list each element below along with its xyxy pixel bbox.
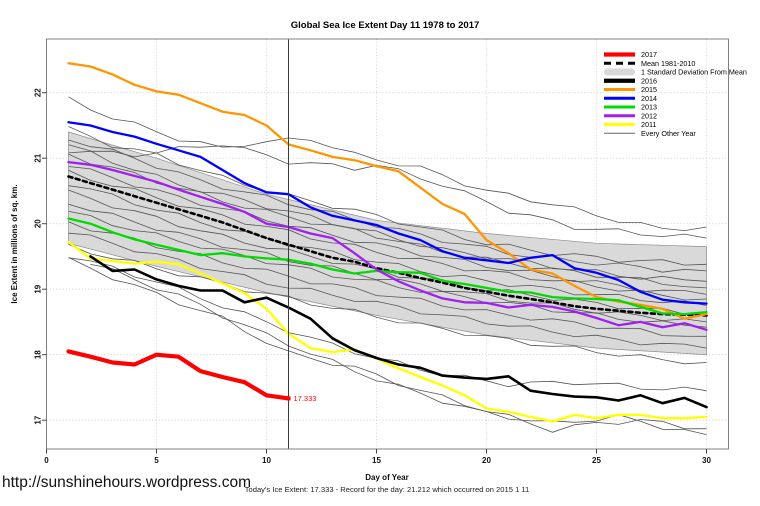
every-other-year-line [68,139,707,273]
every-other-year-line [68,169,707,301]
legend-label-2017: 2017 [641,50,657,59]
every-other-year-line [68,145,707,239]
current-value-label: 17.333 [294,394,317,403]
legend-label-mean: Mean 1981-2010 [641,59,695,68]
every-other-year-line [68,126,707,266]
legend-label-2013: 2013 [641,103,657,112]
y-tick-label: 18 [34,350,43,359]
series-line-2013 [67,217,708,316]
every-other-year-line [68,243,707,365]
every-other-year-line [90,264,707,435]
x-tick-label: 0 [44,456,49,465]
series-line-2012 [67,160,708,331]
y-tick-label: 20 [34,219,43,228]
x-axis-title: Day of Year [365,473,408,482]
series-line-2017 [66,349,291,401]
y-tick-label: 22 [34,88,43,97]
legend-label-2012: 2012 [641,111,657,120]
source-url: http://sunshinehours.wordpress.com [2,474,251,491]
x-tick-label: 25 [592,456,601,465]
x-tick-label: 15 [372,456,381,465]
x-tick-label: 5 [154,456,159,465]
std-dev-band [68,131,707,356]
y-axis-title: Ice Extent in millions of sq. km. [10,184,19,303]
plot-layer: 17.333 0 5 10 15 20 25 30 17 18 19 20 21 22 [34,38,729,465]
legend-label-2014: 2014 [641,94,657,103]
every-other-year-line [68,257,707,433]
series-line-2011 [67,240,708,423]
y-tick-label: 21 [34,153,43,162]
legend-label-every-other-year: Every Other Year [641,129,696,138]
x-tick-label: 20 [482,456,491,465]
legend-label-2011: 2011 [641,120,656,129]
legend: 2017 Mean 1981-2010 1 Standard Deviation… [604,50,747,138]
legend-label-2015: 2015 [641,85,657,94]
footer-summary: Today's Ice Extent: 17.333 - Record for … [245,485,530,494]
y-tick-label: 19 [34,284,43,293]
plot-border [46,38,729,450]
every-other-year-line [68,221,707,337]
every-other-year-line [68,185,707,306]
legend-swatch-1-standard-deviation-from-mean [604,68,635,76]
x-tick-label: 10 [262,456,271,465]
every-other-year-line [68,166,707,295]
legend-label-2016: 2016 [641,76,657,85]
every-other-year-line [68,232,707,349]
every-other-year-line [68,203,707,323]
series-line-2016 [89,255,708,409]
current-value-marker [286,396,291,401]
every-other-year-line [68,211,707,328]
x-tick-label: 30 [702,456,711,465]
y-tick-label: 17 [34,415,43,424]
chart-title: Global Sea Ice Extent Day 11 1978 to 201… [291,20,480,31]
every-other-year-line [68,144,707,282]
every-other-year-line [68,189,707,315]
series-line-2015 [67,62,708,320]
every-other-year-line [68,96,707,232]
series-line-2014 [67,121,708,305]
legend-label-stddev: 1 Standard Deviation From Mean [641,68,747,77]
